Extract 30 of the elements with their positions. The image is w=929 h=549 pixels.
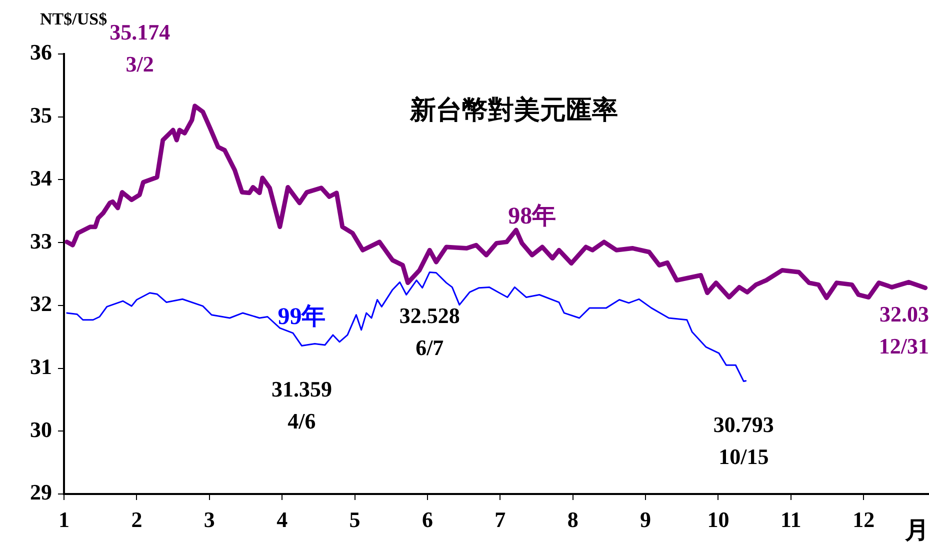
x-tick-label: 11 <box>780 506 802 532</box>
annotation: 32.03 12/31 <box>878 302 929 359</box>
text: 新台幣對美元匯率 <box>408 96 618 125</box>
y-tick-label: 29 <box>30 480 52 505</box>
y-tick-label: 31 <box>30 354 52 379</box>
annotation: 32.528 6/7 <box>399 302 460 360</box>
x-tick-label: 6 <box>422 506 433 532</box>
x-tick-label: 10 <box>707 506 730 532</box>
x-tick-label: 5 <box>349 506 360 532</box>
y-tick-label: 32 <box>30 291 52 316</box>
x-tick-label: 4 <box>276 506 288 532</box>
series-label: 98年 <box>508 202 556 230</box>
y-tick-label: 34 <box>30 165 52 190</box>
x-tick-label: 7 <box>494 506 506 532</box>
y-tick-label: 35 <box>30 102 52 128</box>
annotation: 30.793 10/15 <box>713 412 774 469</box>
x-axis-title: 月 <box>904 518 929 544</box>
y-axis-title: NT$/US$ <box>40 9 108 28</box>
x-tick-label: 9 <box>640 506 652 532</box>
y-tick-label: 30 <box>30 416 52 442</box>
x-tick-label: 1 <box>58 506 70 532</box>
annotation: 35.174 3/2 <box>110 20 170 77</box>
y-tick-label: 36 <box>30 40 52 65</box>
annotation: 31.359 4/6 <box>271 376 332 434</box>
x-tick-label: 3 <box>204 506 215 532</box>
x-tick-label: 2 <box>131 506 142 532</box>
series-label: 99年 <box>278 302 326 330</box>
y-tick-label: 33 <box>30 228 52 254</box>
x-tick-label: 12 <box>852 506 875 532</box>
x-tick-label: 8 <box>567 506 578 532</box>
